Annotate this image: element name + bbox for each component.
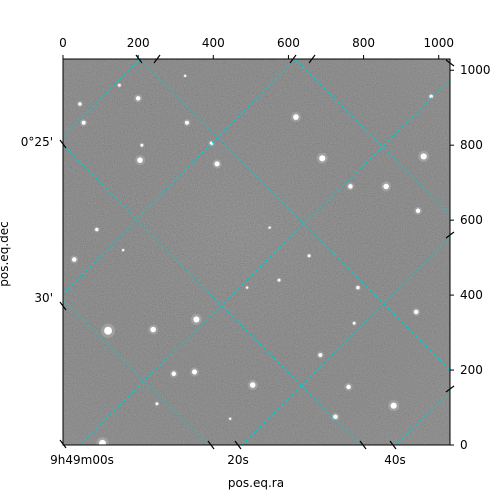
star <box>268 226 271 229</box>
right-world-tick-2 <box>445 231 455 239</box>
star <box>155 402 159 406</box>
sky-image <box>63 59 450 445</box>
dec-tick-mark-25 <box>59 139 67 149</box>
top-tick-label: 0 <box>59 36 67 50</box>
axes-frame <box>62 58 451 446</box>
top-world-tick-3 <box>289 54 297 64</box>
y-axis-label: pos.eq.dec <box>0 221 11 286</box>
top-tick-label: 400 <box>202 36 225 50</box>
star <box>140 143 144 147</box>
star <box>95 227 99 232</box>
image-vignette <box>63 59 450 445</box>
right-tick-label: 400 <box>460 288 483 302</box>
star <box>348 184 353 189</box>
dec-tick-label-30: 30' <box>34 291 53 305</box>
star <box>413 309 419 315</box>
star-field <box>70 73 435 445</box>
star <box>390 402 397 409</box>
x-axis-label: pos.eq.ra <box>228 476 284 490</box>
right-tick-label: 0 <box>460 438 468 452</box>
star <box>333 414 338 420</box>
star <box>318 353 323 358</box>
right-tick-label: 800 <box>460 138 483 152</box>
dec-tick-label-25: 0°25' <box>21 135 53 149</box>
star <box>307 254 311 258</box>
grid-line-ra <box>395 391 450 445</box>
pixel-axis-ticks: 0 200 400 600 800 1000 0 200 400 600 800 1000 <box>59 36 490 452</box>
star <box>183 74 187 77</box>
star <box>104 326 113 335</box>
right-tick-label: 200 <box>460 363 483 377</box>
ra-tick-mark-40a <box>359 440 367 450</box>
star <box>346 384 351 390</box>
grid-line-ra <box>78 79 450 445</box>
ra-tick-mark-40 <box>389 440 397 450</box>
ra-tick-label-20: 20s <box>227 453 249 467</box>
top-world-tick-2 <box>153 54 161 64</box>
grid-line-ra <box>63 59 141 138</box>
dec-tick-mark-left-bottom <box>59 439 67 449</box>
right-world-tick-1 <box>445 59 455 67</box>
star <box>135 96 141 101</box>
coordinate-grid <box>63 59 450 445</box>
grid-line-dec <box>139 59 450 371</box>
star <box>415 208 421 214</box>
star <box>277 278 281 282</box>
top-tick-label: 600 <box>277 36 300 50</box>
star <box>383 183 389 190</box>
star <box>193 316 200 323</box>
dec-tick-mark-30 <box>59 301 67 311</box>
top-tick-label: 200 <box>127 36 150 50</box>
ra-tick-label-40: 40s <box>384 453 406 467</box>
grid-line-ra <box>63 59 296 295</box>
grid-line-dec <box>294 59 450 216</box>
star <box>81 120 86 125</box>
star <box>150 326 156 333</box>
star <box>191 369 198 375</box>
ra-tick-mark-20b <box>234 440 242 450</box>
world-axis-ticks <box>59 54 455 450</box>
star <box>171 371 177 377</box>
star <box>121 249 125 252</box>
top-tick-label: 1000 <box>423 36 454 50</box>
star <box>229 417 232 420</box>
right-tick-label: 1000 <box>460 63 491 77</box>
star <box>214 161 220 167</box>
star <box>72 257 77 262</box>
star <box>356 285 360 290</box>
star <box>429 94 433 99</box>
star <box>137 157 143 163</box>
right-world-tick-3 <box>445 385 455 393</box>
star <box>185 120 189 125</box>
top-world-tick-4 <box>308 54 316 64</box>
star <box>78 102 82 106</box>
grid-line-dec <box>63 144 361 445</box>
star <box>249 382 256 388</box>
star <box>117 83 121 87</box>
ra-tick-label-0: 9h49m00s <box>50 453 114 467</box>
star <box>99 439 106 445</box>
top-world-tick-1 <box>135 54 143 64</box>
grid-line-dec <box>63 299 209 445</box>
star <box>319 155 326 162</box>
star <box>420 153 427 160</box>
right-tick-label: 600 <box>460 213 483 227</box>
ra-tick-mark-20 <box>207 440 215 450</box>
star <box>352 321 356 325</box>
star <box>245 286 249 289</box>
star <box>293 114 299 120</box>
top-tick-label: 800 <box>352 36 375 50</box>
